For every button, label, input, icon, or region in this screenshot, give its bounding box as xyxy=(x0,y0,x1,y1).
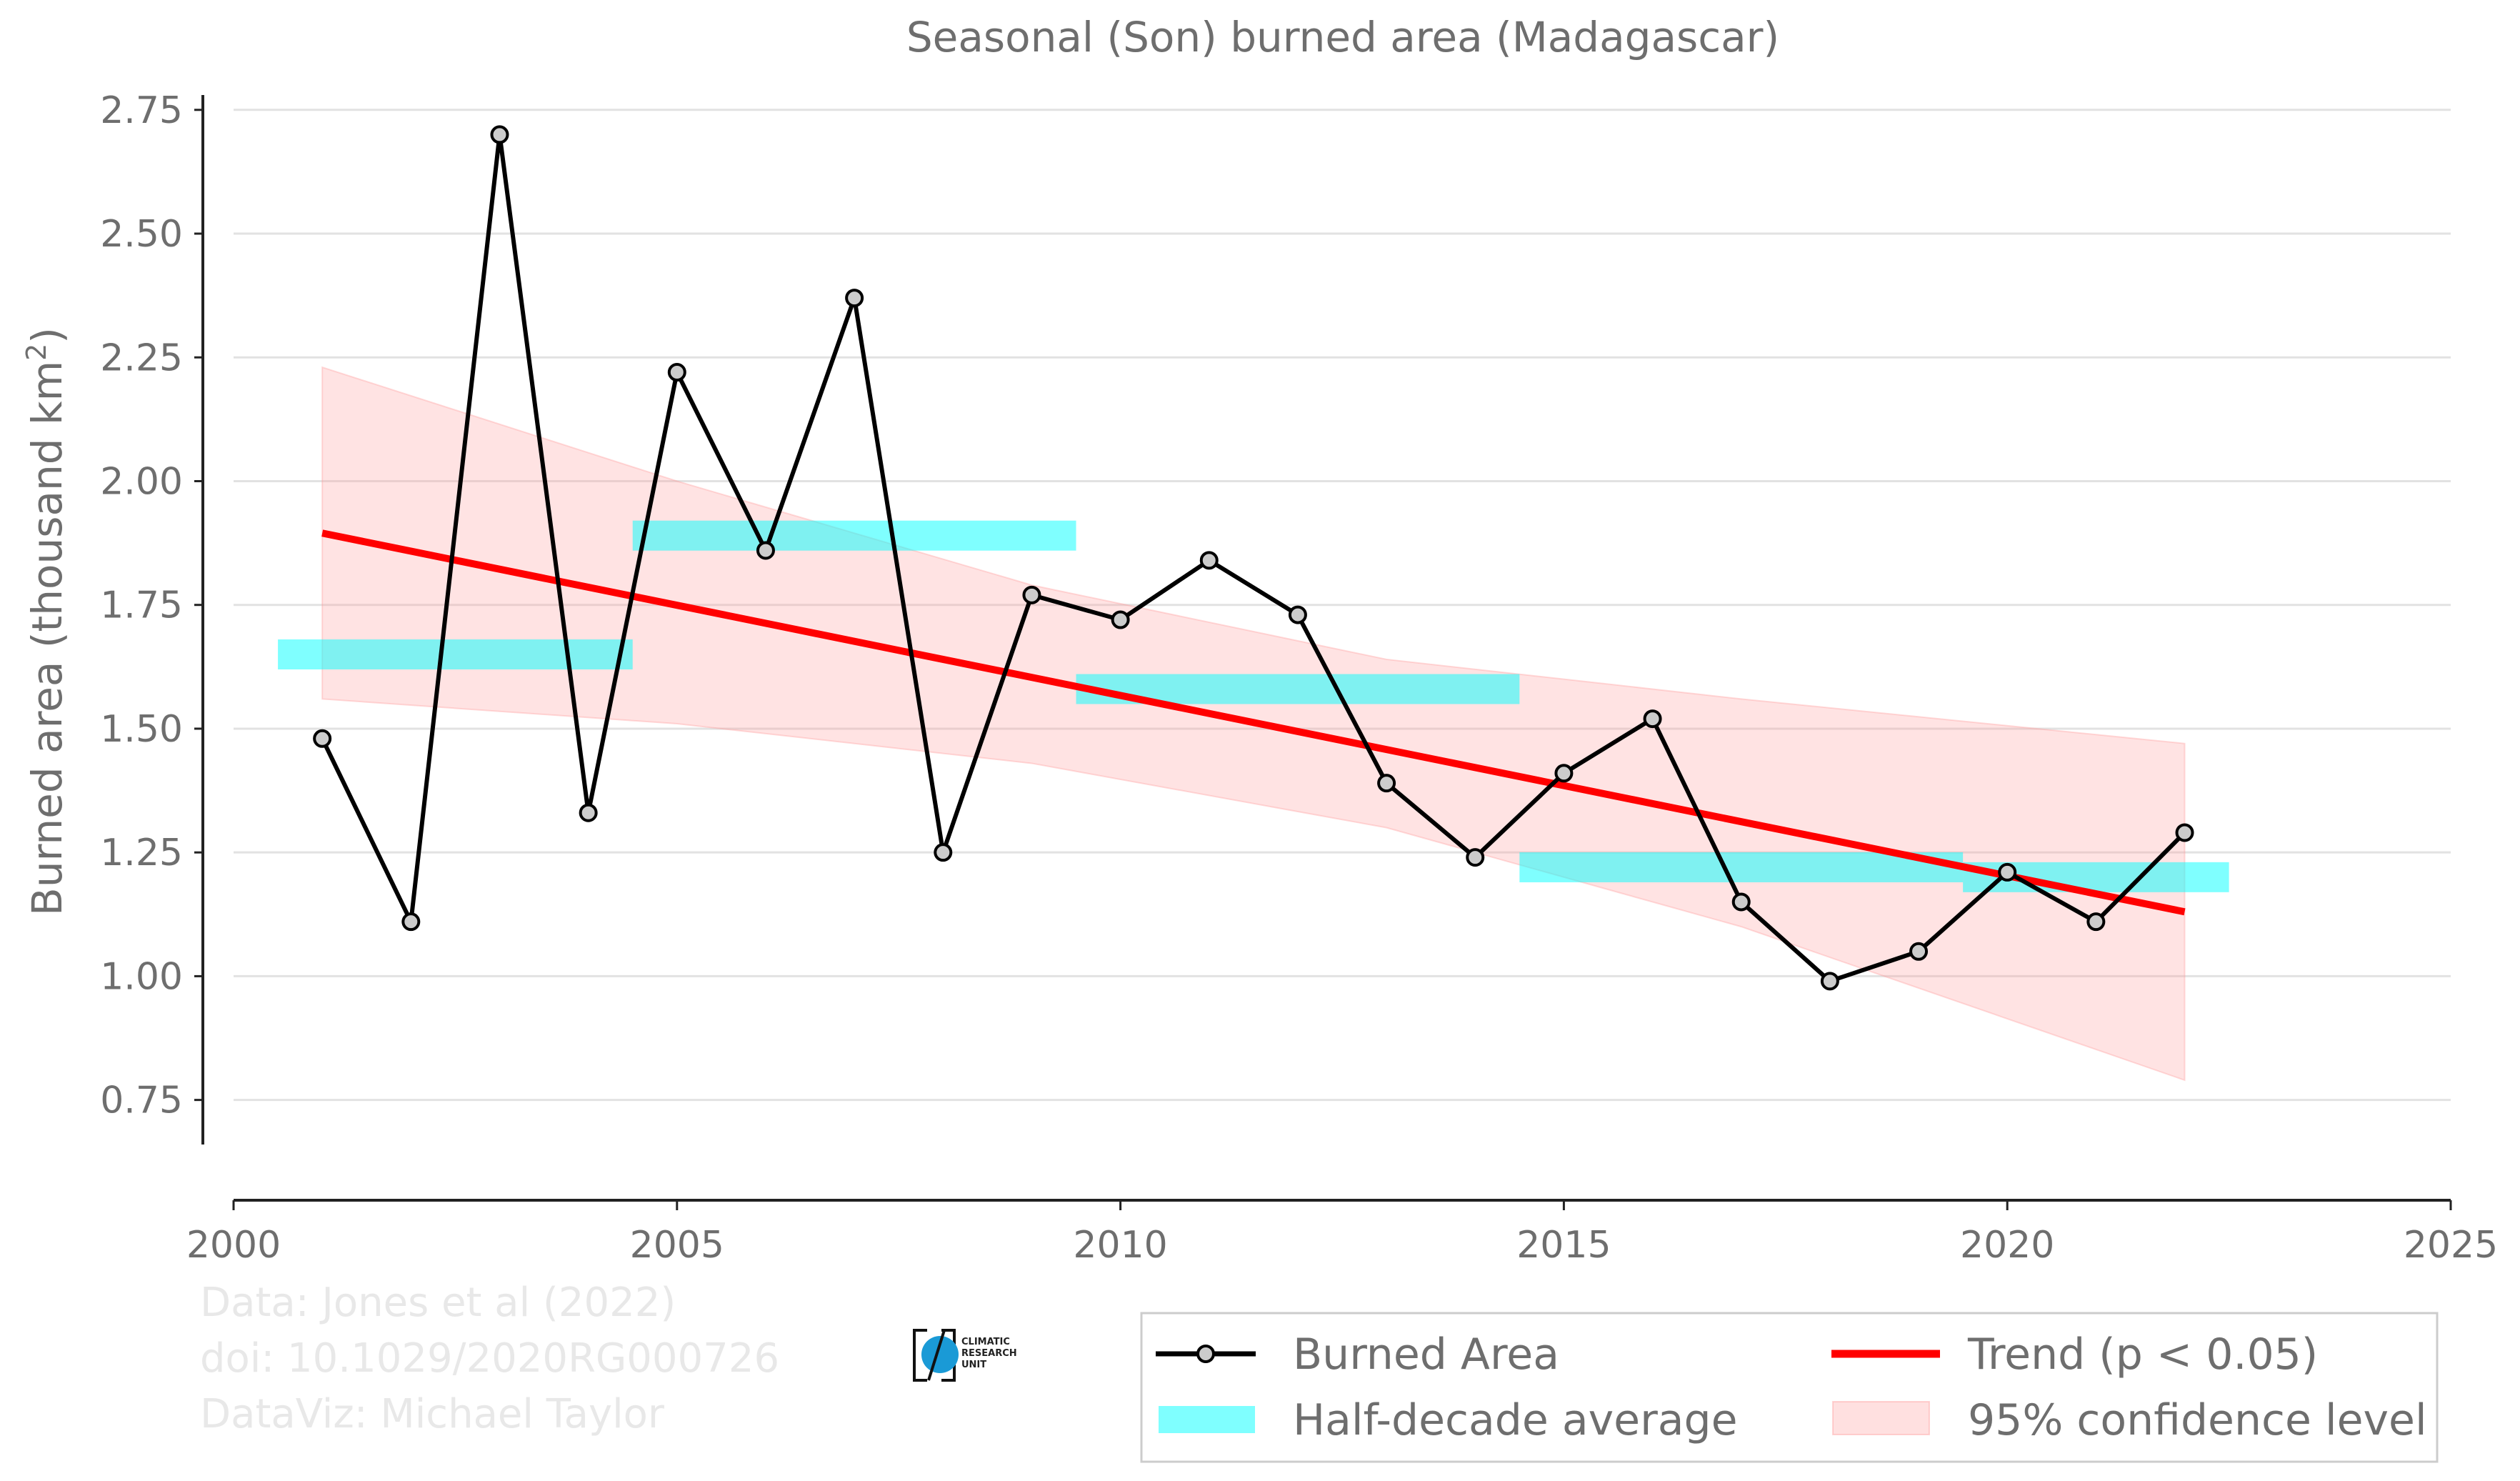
data-point-2007 xyxy=(845,289,864,308)
legend-label-burned-area: Burned Area xyxy=(1293,1330,1559,1380)
data-point-2019 xyxy=(1909,942,1929,961)
legend-label-confidence: 95% confidence level xyxy=(1968,1395,2427,1445)
y-ticks: 0.75 1.00 1.25 1.50 1.75 2.00 2.25 2.50 2.75 xyxy=(100,89,203,1122)
data-point-2018 xyxy=(1820,972,1839,991)
x-tick-label-4: 2020 xyxy=(1960,1224,2054,1267)
data-point-2011 xyxy=(1199,551,1219,570)
data-point-2016 xyxy=(1643,709,1662,729)
data-point-2008 xyxy=(934,843,953,862)
x-tick-label-1: 2005 xyxy=(630,1224,724,1267)
x-ticks: 2000 2005 2010 2015 2020 2025 xyxy=(186,1200,2498,1267)
logo-text-line2: RESEARCH xyxy=(961,1348,1017,1359)
y-tick-label-0: 0.75 xyxy=(100,1079,183,1122)
x-tick-label-3: 2015 xyxy=(1516,1224,1611,1267)
logo-slash xyxy=(927,1330,946,1381)
y-tick-label-6: 2.25 xyxy=(100,336,183,379)
y-axis-label-sup: 2 xyxy=(21,344,52,361)
half-decade-bar-3 xyxy=(1519,852,1964,882)
x-tick-label-5: 2025 xyxy=(2404,1224,2498,1267)
half-decade-bar-0 xyxy=(278,639,633,670)
data-point-2005 xyxy=(667,363,686,382)
legend-label-trend: Trend (p < 0.05) xyxy=(1967,1330,2318,1380)
y-tick-label-5: 2.00 xyxy=(100,460,183,503)
data-point-2009 xyxy=(1022,585,1041,604)
legend: Burned Area Half-decade average Trend (p… xyxy=(1140,1312,2439,1463)
y-tick-label-4: 1.75 xyxy=(100,584,183,627)
y-axis-label: Burned area (thousand km2) xyxy=(21,327,71,916)
data-point-2012 xyxy=(1288,605,1307,624)
data-point-2020 xyxy=(1998,862,2017,882)
burned-area-series xyxy=(313,125,2194,991)
data-point-2004 xyxy=(579,803,598,822)
y-axis-label-close: ) xyxy=(23,327,71,344)
cru-logo: CLIMATIC RESEARCH UNIT xyxy=(913,1329,1017,1382)
half-decade-bar-1 xyxy=(632,520,1076,551)
legend-swatch-half-decade xyxy=(1159,1406,1255,1433)
y-tick-label-7: 2.50 xyxy=(100,213,183,256)
half-decade-bars xyxy=(278,520,2229,892)
credit-doi: doi: 10.1029/2020RG000726 xyxy=(200,1335,779,1382)
y-axis-label-main: Burned area (thousand km xyxy=(23,361,71,916)
legend-label-half-decade: Half-decade average xyxy=(1293,1395,1738,1445)
y-tick-label-8: 2.75 xyxy=(100,89,183,132)
credit-dataviz: DataViz: Michael Taylor xyxy=(200,1391,665,1437)
logo-text-line3: UNIT xyxy=(961,1360,986,1370)
logo-bracket-left xyxy=(913,1329,927,1382)
legend-swatch-burned-area-marker xyxy=(1196,1345,1215,1363)
y-tick-label-1: 1.00 xyxy=(100,955,183,998)
data-point-2010 xyxy=(1111,610,1130,629)
data-point-2021 xyxy=(2086,912,2106,932)
globe-icon xyxy=(921,1336,959,1373)
credit-data: Data: Jones et al (2022) xyxy=(200,1280,676,1326)
data-point-2003 xyxy=(490,125,509,144)
x-tick-label-0: 2000 xyxy=(186,1224,281,1267)
data-point-2006 xyxy=(756,541,775,560)
data-point-2015 xyxy=(1554,764,1574,783)
y-tick-label-3: 1.50 xyxy=(100,708,183,751)
series-line-0 xyxy=(320,132,2186,984)
data-point-2001 xyxy=(313,729,332,748)
data-point-2002 xyxy=(401,912,421,932)
data-point-2022 xyxy=(2175,823,2194,842)
data-point-2014 xyxy=(1466,848,1485,867)
chart-title: Seasonal (Son) burned area (Madagascar) xyxy=(906,13,1779,61)
data-point-2017 xyxy=(1731,892,1751,912)
data-point-2013 xyxy=(1377,774,1396,793)
y-tick-label-2: 1.25 xyxy=(100,832,183,874)
legend-swatch-confidence xyxy=(1832,1401,1930,1435)
x-tick-label-2: 2010 xyxy=(1073,1224,1167,1267)
logo-text-line1: CLIMATIC xyxy=(961,1337,1010,1347)
legend-frame xyxy=(1140,1312,2439,1463)
